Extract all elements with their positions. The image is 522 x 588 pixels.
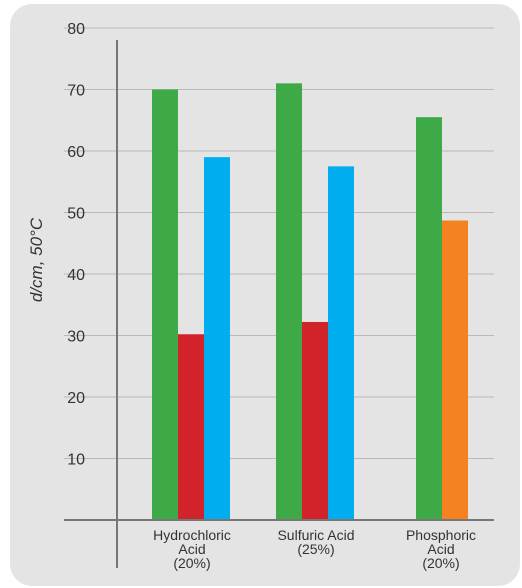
category-label: (20%) bbox=[422, 555, 459, 571]
category-label: Acid bbox=[178, 541, 205, 557]
y-tick-labels: 10 20 30 40 50 60 70 80 bbox=[67, 21, 85, 469]
y-tick-label: 70 bbox=[67, 83, 85, 100]
y-tick-label: 40 bbox=[67, 267, 85, 284]
bar bbox=[204, 157, 230, 520]
category-label: Sulfuric Acid bbox=[277, 527, 354, 543]
bars bbox=[152, 83, 468, 521]
y-tick-label: 50 bbox=[67, 206, 85, 223]
y-tick-label: 10 bbox=[67, 452, 85, 469]
bar bbox=[276, 83, 302, 520]
category-label: Phosphoric bbox=[406, 527, 476, 543]
y-tick-label: 80 bbox=[67, 21, 85, 38]
bar bbox=[442, 220, 468, 520]
y-axis-title: d/cm, 50°C bbox=[27, 217, 46, 302]
category-label: Hydrochloric bbox=[153, 527, 231, 543]
bar bbox=[178, 334, 204, 520]
y-tick-label: 60 bbox=[67, 144, 85, 161]
y-tick-label: 30 bbox=[67, 329, 85, 346]
bar bbox=[328, 166, 354, 520]
bar bbox=[302, 321, 328, 520]
axes bbox=[64, 40, 494, 568]
y-tick-label: 20 bbox=[67, 390, 85, 407]
bar bbox=[152, 89, 178, 520]
category-label: (20%) bbox=[173, 555, 210, 571]
category-label: Acid bbox=[427, 541, 454, 557]
bar bbox=[416, 117, 442, 521]
category-label: (25%) bbox=[297, 541, 334, 557]
